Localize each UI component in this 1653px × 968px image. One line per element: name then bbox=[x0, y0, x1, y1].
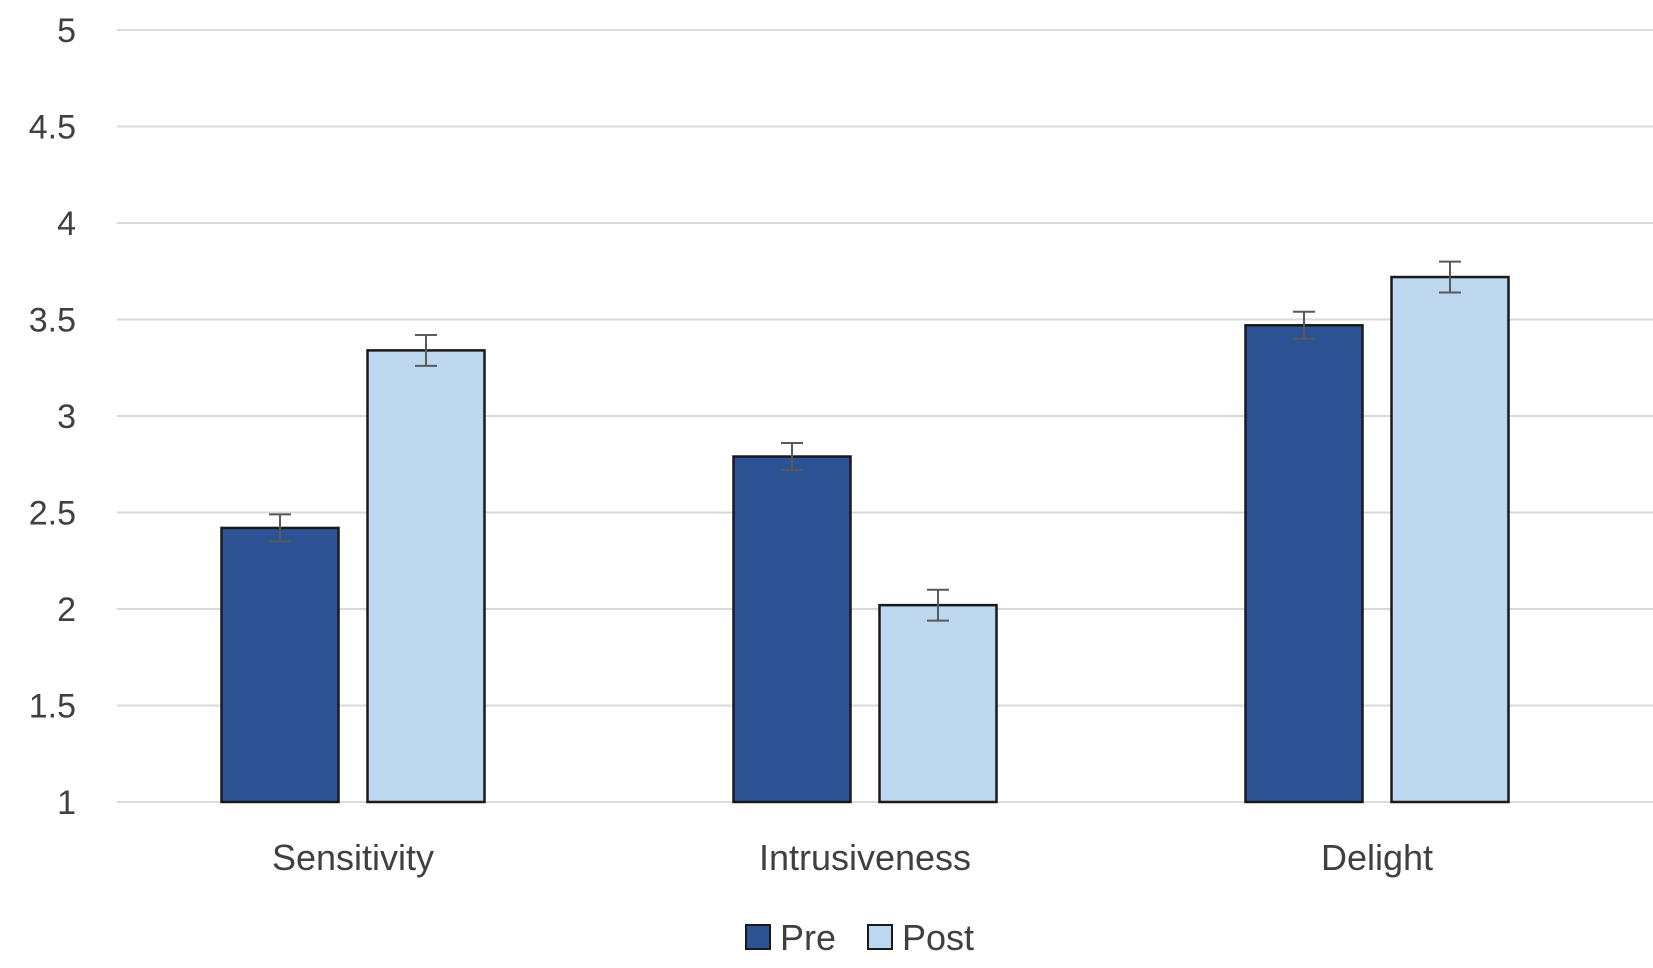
y-tick-label: 4.5 bbox=[29, 109, 76, 147]
legend-label: Post bbox=[902, 917, 974, 958]
bar-post-intrusiveness bbox=[878, 603, 998, 804]
y-tick-label: 3.5 bbox=[29, 302, 76, 340]
bars bbox=[220, 275, 1510, 804]
legend-item-post: Post bbox=[867, 917, 974, 958]
category-label: Delight bbox=[1321, 837, 1433, 878]
bar-pre-sensitivity bbox=[220, 526, 340, 804]
error-bar-post-sensitivity bbox=[415, 333, 437, 367]
legend-swatch bbox=[867, 924, 893, 950]
category-label: Intrusiveness bbox=[759, 837, 971, 878]
y-axis-tick-labels: 1 1.5 2 2.5 3 3.5 4 4.5 5 bbox=[29, 12, 76, 822]
legend-label: Pre bbox=[780, 917, 836, 958]
y-tick-label: 4 bbox=[57, 205, 76, 243]
error-bar-pre-sensitivity bbox=[269, 513, 291, 543]
error-bars bbox=[269, 260, 1461, 622]
y-tick-label: 5 bbox=[57, 12, 76, 50]
category-label: Sensitivity bbox=[272, 837, 434, 878]
y-tick-label: 2 bbox=[57, 591, 76, 629]
legend-swatch bbox=[745, 924, 771, 950]
y-tick-label: 1.5 bbox=[29, 688, 76, 726]
error-bar-pre-delight bbox=[1293, 310, 1315, 340]
legend: Pre Post bbox=[745, 917, 974, 958]
error-bar-pre-intrusiveness bbox=[781, 442, 803, 472]
x-axis-category-labels: Sensitivity Intrusiveness Delight bbox=[272, 837, 1433, 878]
y-tick-label: 3 bbox=[57, 398, 76, 436]
error-bar-post-delight bbox=[1439, 260, 1461, 294]
y-tick-label: 1 bbox=[57, 784, 76, 822]
bar-pre-delight bbox=[1244, 324, 1364, 804]
bar-pre-intrusiveness bbox=[732, 455, 852, 804]
legend-item-pre: Pre bbox=[745, 917, 836, 958]
y-tick-label: 2.5 bbox=[29, 495, 76, 533]
error-bar-post-intrusiveness bbox=[927, 588, 949, 622]
bar-post-sensitivity bbox=[366, 349, 486, 804]
bar-post-delight bbox=[1390, 275, 1510, 804]
